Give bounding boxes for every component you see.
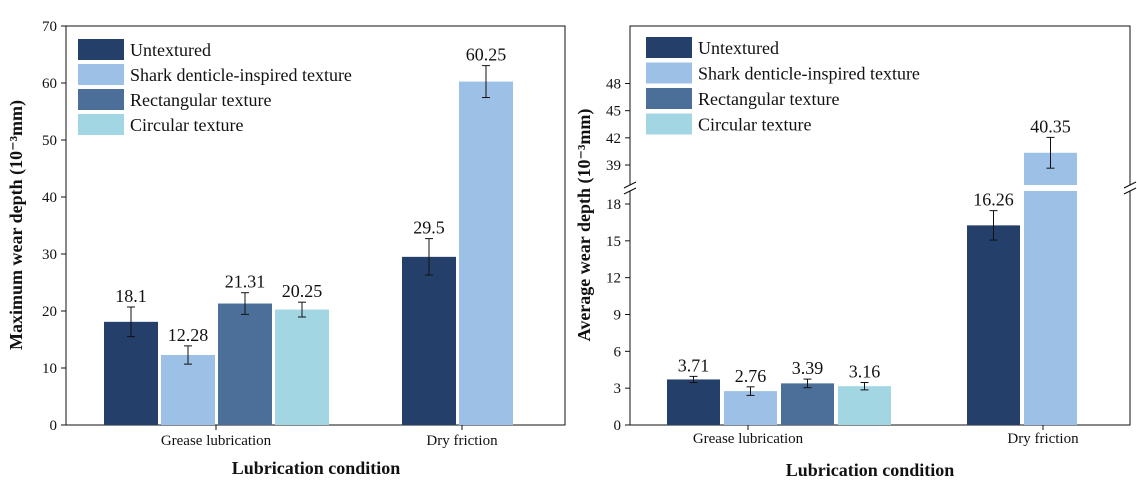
data-label: 18.1 [115,286,147,306]
bar [838,386,891,425]
legend-swatch [646,88,692,109]
y-tick-label: 42 [606,131,621,147]
y-tick-label: 3 [614,381,622,397]
y-axis-title: Maximum wear depth (10⁻³mm) [6,100,27,350]
y-tick-label: 70 [42,19,57,35]
bar [104,321,158,425]
y-tick-label: 50 [42,133,57,149]
avg-wear-depth-chart: 0 3 6 9 12 15 18 39 42 45 48 3.71 16.26 2.76 40.35 3.3… [574,25,1137,480]
y-tick-label: 10 [42,361,57,377]
y-tick-label: 9 [614,308,622,324]
y-tick-label: 45 [606,104,621,120]
axis-break-mark [1123,181,1137,189]
y-axis-title: Average wear depth (10⁻³mm) [574,109,595,342]
legend-swatch [78,39,124,60]
y-tick-label: 0 [614,418,622,434]
bar [161,355,215,425]
legend-swatch [78,64,124,85]
data-label: 12.28 [168,325,209,345]
legend-label: Rectangular texture [698,89,839,109]
bar [459,81,513,425]
y-tick-label: 48 [606,77,621,93]
x-tick-label: Grease lubrication [693,431,804,447]
max-wear-depth-chart: 0 10 20 30 40 50 60 70 18.1 29.5 12.28 60.25 21.31 2… [6,19,566,478]
x-tick-label: Dry friction [1007,431,1079,447]
data-label: 29.5 [413,218,445,238]
data-label: 40.35 [1030,116,1071,136]
bar [967,225,1020,425]
y-tick-label: 12 [606,271,621,287]
y-tick-label: 30 [42,247,57,263]
data-label: 60.25 [466,45,507,65]
legend-label: Circular texture [698,115,811,135]
legend-label: Shark denticle-inspired texture [130,65,352,85]
axis-break-mark [623,181,637,189]
bar [218,303,272,425]
y-tick-label: 15 [606,234,621,250]
bar [402,256,456,425]
legend-swatch [646,62,692,84]
axis-break-gap [628,185,1132,191]
data-label: 2.76 [735,366,767,386]
axis-break-mark [1123,187,1137,195]
axis-break-mark [623,187,637,195]
x-axis-title: Lubrication condition [786,460,955,480]
bar [1024,152,1077,425]
legend-label: Circular texture [130,115,243,135]
y-tick-label: 60 [42,76,57,92]
y-tick-label: 6 [614,344,622,360]
data-label: 20.25 [282,281,323,301]
legend-label: Rectangular texture [130,90,271,110]
data-label: 3.39 [792,358,824,378]
legend-swatch [646,37,692,58]
data-label: 3.16 [849,362,881,382]
x-tick-label: Grease lubrication [161,433,272,449]
data-label: 3.71 [678,355,710,375]
legend-label: Untextured [698,38,779,58]
legend-label: Shark denticle-inspired texture [698,64,920,84]
y-tick-label: 18 [606,197,621,213]
y-tick-label: 0 [50,418,58,434]
bar [781,383,834,425]
bar [667,379,720,425]
legend-swatch [646,113,692,135]
legend-label: Untextured [130,40,211,60]
data-label: 21.31 [225,272,266,292]
y-tick-label: 39 [606,158,621,174]
y-tick-label: 40 [42,190,57,206]
legend-swatch [78,114,124,135]
data-label: 16.26 [973,190,1014,210]
legend-swatch [78,89,124,110]
x-tick-label: Dry friction [426,433,498,449]
y-tick-label: 20 [42,304,57,320]
bar [724,391,777,425]
x-axis-title: Lubrication condition [232,458,401,478]
bar [275,309,329,425]
